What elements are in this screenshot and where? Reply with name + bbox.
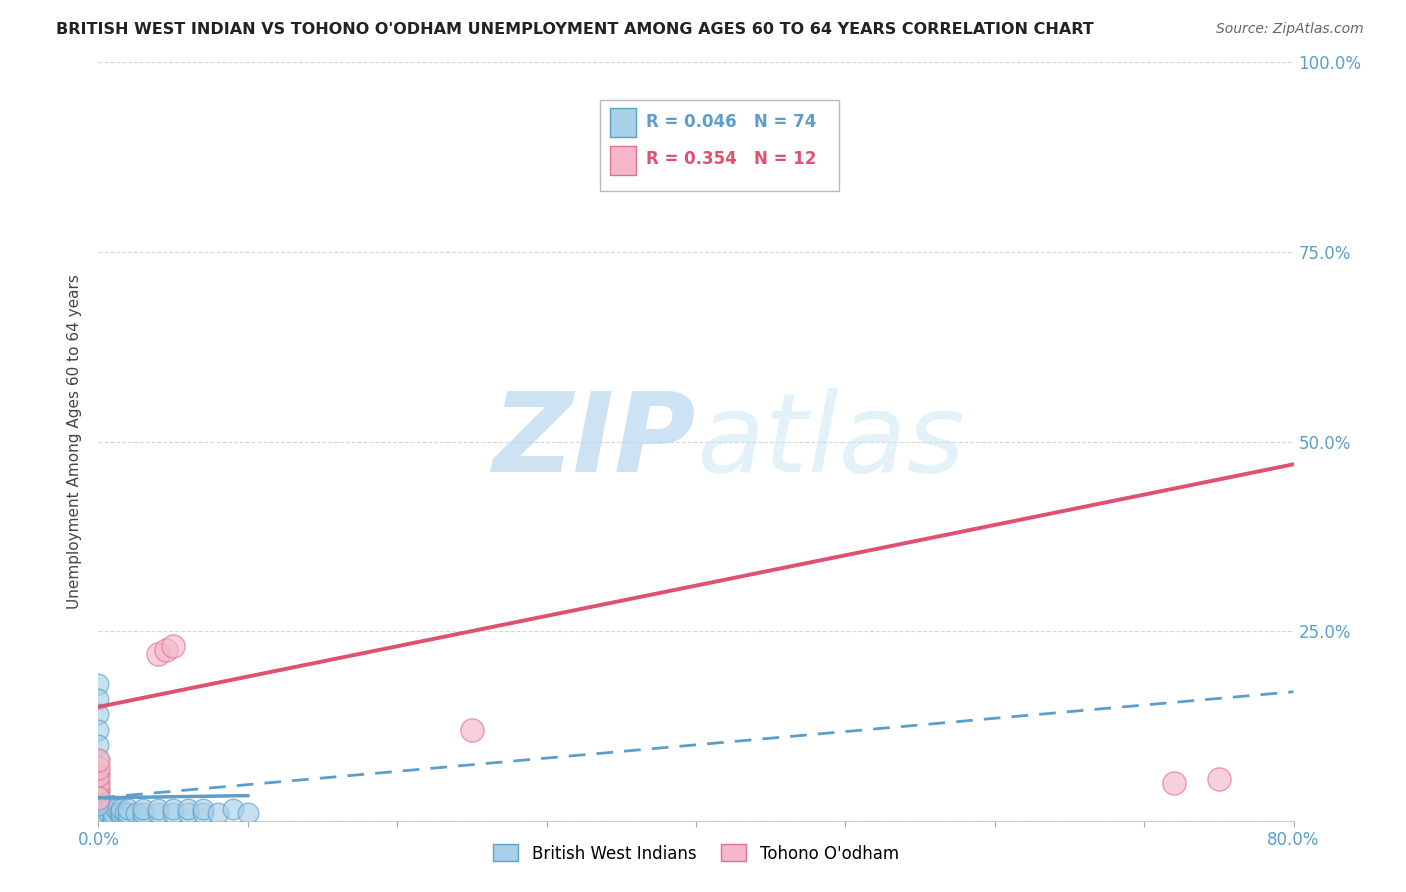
Text: R = 0.046   N = 74: R = 0.046 N = 74	[645, 112, 815, 130]
Point	[87, 791, 110, 805]
Point	[87, 677, 110, 691]
Text: R = 0.354   N = 12: R = 0.354 N = 12	[645, 151, 815, 169]
Point	[87, 814, 110, 828]
Point	[105, 802, 128, 816]
Point	[87, 807, 110, 822]
Point	[87, 707, 110, 722]
Point	[148, 802, 170, 816]
Point	[87, 787, 110, 801]
Point	[236, 806, 259, 821]
Point	[103, 814, 125, 828]
Text: ZIP: ZIP	[492, 388, 696, 495]
Point	[87, 753, 110, 767]
Point	[207, 806, 229, 821]
Point	[87, 800, 110, 814]
Point	[87, 806, 110, 821]
Point	[108, 806, 131, 821]
Point	[155, 643, 177, 657]
Point	[87, 810, 110, 824]
Point	[87, 795, 110, 809]
Point	[87, 810, 110, 824]
Point	[87, 776, 110, 790]
Point	[87, 791, 110, 805]
Point	[87, 798, 110, 813]
Point	[110, 810, 132, 824]
Point	[87, 692, 110, 706]
Point	[87, 798, 110, 813]
Point	[177, 802, 200, 816]
Point	[87, 760, 110, 774]
Point	[87, 783, 110, 797]
Point	[110, 806, 132, 821]
Point	[87, 776, 110, 790]
Point	[87, 814, 110, 828]
Point	[87, 795, 110, 809]
Point	[148, 806, 170, 821]
Point	[87, 808, 110, 822]
Point	[1163, 776, 1185, 790]
Point	[222, 802, 245, 816]
Point	[94, 814, 117, 828]
Point	[87, 783, 110, 797]
Point	[87, 783, 110, 797]
Point	[97, 806, 120, 821]
Point	[148, 647, 170, 661]
Point	[117, 806, 139, 821]
Point	[87, 806, 110, 821]
Text: Source: ZipAtlas.com: Source: ZipAtlas.com	[1216, 22, 1364, 37]
Legend: British West Indians, Tohono O'odham: British West Indians, Tohono O'odham	[486, 838, 905, 869]
Point	[87, 801, 110, 815]
Point	[87, 798, 110, 813]
Point	[87, 753, 110, 767]
Point	[87, 768, 110, 782]
Point	[87, 814, 110, 828]
Point	[103, 810, 125, 824]
Point	[132, 806, 155, 821]
Point	[87, 791, 110, 805]
Bar	[610, 145, 637, 175]
FancyBboxPatch shape	[600, 101, 839, 191]
Point	[191, 806, 214, 821]
Point	[114, 806, 136, 821]
Point	[87, 768, 110, 782]
Point	[132, 810, 155, 824]
Point	[87, 798, 110, 813]
Point	[87, 802, 110, 816]
Bar	[610, 108, 637, 136]
Point	[87, 723, 110, 737]
Point	[87, 806, 110, 821]
Point	[87, 801, 110, 815]
Point	[87, 814, 110, 828]
Point	[87, 797, 110, 811]
Point	[117, 802, 139, 816]
Point	[87, 738, 110, 752]
Point	[87, 805, 110, 819]
Point	[1208, 772, 1230, 786]
Point	[87, 776, 110, 790]
Point	[87, 814, 110, 828]
Point	[87, 783, 110, 797]
Point	[103, 806, 125, 821]
Point	[87, 776, 110, 790]
Point	[191, 802, 214, 816]
Point	[162, 639, 184, 653]
Point	[162, 802, 184, 816]
Point	[461, 723, 484, 737]
Point	[177, 806, 200, 821]
Point	[87, 804, 110, 818]
Y-axis label: Unemployment Among Ages 60 to 64 years: Unemployment Among Ages 60 to 64 years	[67, 274, 83, 609]
Text: atlas: atlas	[696, 388, 965, 495]
Point	[125, 806, 148, 821]
Point	[87, 768, 110, 782]
Point	[94, 810, 117, 824]
Point	[162, 806, 184, 821]
Point	[110, 802, 132, 816]
Text: BRITISH WEST INDIAN VS TOHONO O'ODHAM UNEMPLOYMENT AMONG AGES 60 TO 64 YEARS COR: BRITISH WEST INDIAN VS TOHONO O'ODHAM UN…	[56, 22, 1094, 37]
Point	[117, 810, 139, 824]
Point	[98, 802, 122, 816]
Point	[87, 802, 110, 816]
Point	[132, 802, 155, 816]
